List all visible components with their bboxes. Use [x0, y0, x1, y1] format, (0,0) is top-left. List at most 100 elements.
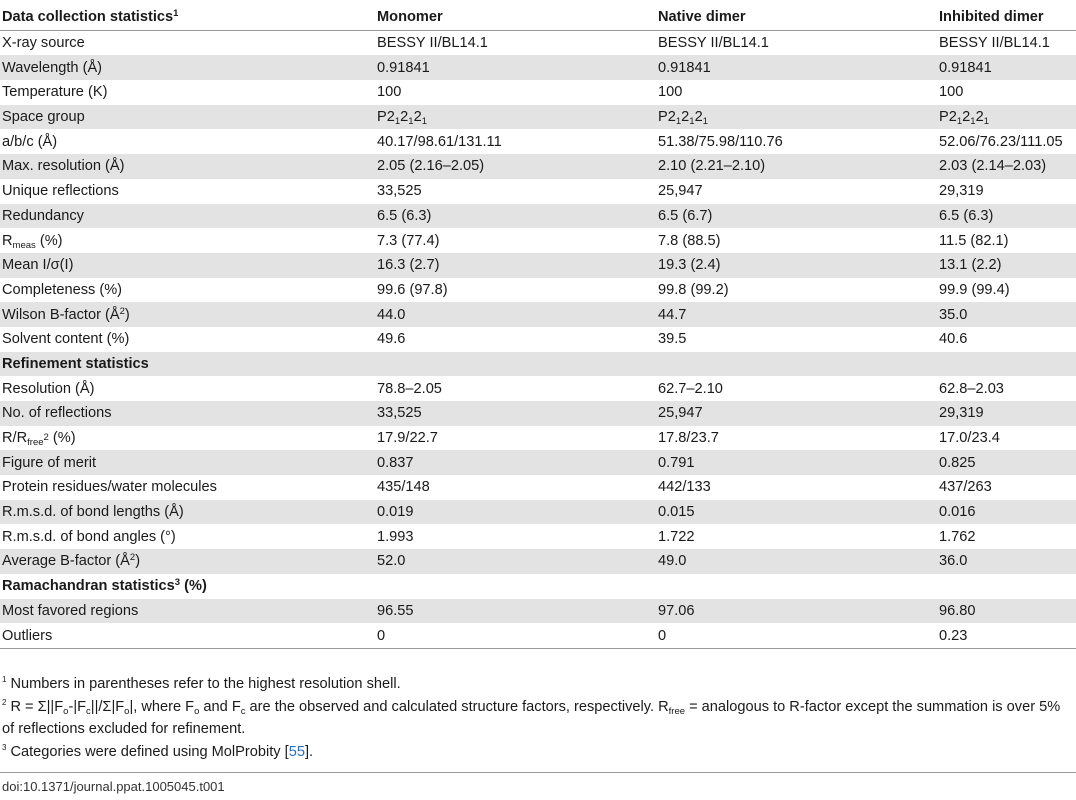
- section-row: Ramachandran statistics3 (%): [0, 574, 1076, 599]
- value-cell: 16.3 (2.7): [375, 252, 656, 278]
- value-cell: 36.0: [937, 549, 1076, 574]
- value-cell: 7.8 (88.5): [658, 232, 721, 249]
- row-label: Protein residues/water molecules: [2, 479, 217, 496]
- value-cell: 2.10 (2.21–2.10): [656, 154, 937, 179]
- value-cell: 51.38/75.98/110.76: [658, 133, 783, 150]
- value-cell: 0.019: [375, 499, 656, 525]
- row-label: Resolution (Å): [2, 380, 95, 397]
- empty-cell: [937, 351, 1076, 377]
- row-label: Figure of merit: [0, 450, 375, 476]
- value-cell: 96.55: [375, 598, 656, 624]
- value-cell: 100: [377, 84, 402, 101]
- table-row: No. of reflections 33,525 25,947 29,319: [0, 401, 1076, 426]
- value-cell: 1.722: [658, 528, 695, 545]
- section-row: Refinement statistics: [0, 351, 1076, 377]
- table-row: Completeness (%) 99.6 (97.8) 99.8 (99.2) 99…: [0, 278, 1076, 303]
- table-row: Resolution (Å) 78.8–2.05 62.7–2.10 62.8–2.0…: [0, 376, 1076, 401]
- value-cell: 437/263: [939, 479, 992, 496]
- value-cell: 17.8/23.7: [658, 430, 719, 447]
- table-row: Average B-factor (Å2) 52.0 49.0 36.0: [0, 549, 1076, 574]
- value-cell: 0.015: [656, 499, 937, 525]
- row-label: Wavelength (Å): [0, 55, 375, 81]
- row-label: R.m.s.d. of bond angles (°): [2, 528, 176, 545]
- empty-cell: [656, 574, 937, 599]
- row-label: Temperature (K): [2, 84, 108, 101]
- table-row: Protein residues/water molecules 435/148 4…: [0, 475, 1076, 500]
- value-cell: 29,319: [939, 183, 984, 200]
- value-cell: 0.837: [375, 450, 656, 476]
- value-cell: 0.016: [937, 499, 1076, 525]
- value-cell: BESSY II/BL14.1: [939, 35, 1050, 52]
- table-header-row: Data collection statistics1 Monomer Nati…: [0, 5, 1076, 31]
- table-row: Mean I/σ(I) 16.3 (2.7) 19.3 (2.4) 13.1 (2.2…: [0, 252, 1076, 278]
- row-label: Outliers: [0, 623, 375, 649]
- reference-link[interactable]: 55: [288, 743, 305, 760]
- table-row: Most favored regions 96.55 97.06 96.80: [0, 598, 1076, 624]
- empty-cell: [656, 351, 937, 377]
- table-row: Rmeas (%) 7.3 (77.4) 7.8 (88.5) 11.5 (82.1): [0, 228, 1076, 253]
- value-cell: 0.91841: [937, 55, 1076, 81]
- section-title: Refinement statistics: [0, 351, 375, 377]
- footnote-1: 1 Numbers in parentheses refer to the hig…: [2, 675, 401, 693]
- row-label: R.m.s.d. of bond lengths (Å): [0, 499, 375, 525]
- row-label: Wilson B-factor (Å2): [0, 302, 375, 327]
- row-label: Average B-factor (Å2): [0, 549, 375, 574]
- empty-cell: [375, 574, 656, 599]
- table-row: Redundancy 6.5 (6.3) 6.5 (6.7) 6.5 (6.3): [0, 203, 1076, 229]
- value-cell: 0.91841: [656, 55, 937, 81]
- value-cell: 44.0: [375, 302, 656, 327]
- statistics-table: Data collection statistics1 Monomer Nati…: [0, 5, 1076, 649]
- empty-cell: [937, 574, 1076, 599]
- value-cell: 33,525: [377, 183, 422, 200]
- table-row: Space group P212121 P212121 P212121: [0, 104, 1076, 130]
- row-label: Mean I/σ(I): [0, 252, 375, 278]
- value-cell: 11.5 (82.1): [939, 232, 1009, 249]
- value-cell: 0.825: [937, 450, 1076, 476]
- value-cell: BESSY II/BL14.1: [377, 35, 488, 52]
- value-cell: P212121: [937, 104, 1076, 130]
- value-cell: 49.0: [656, 549, 937, 574]
- table-row: R.m.s.d. of bond lengths (Å) 0.019 0.015 0.…: [0, 499, 1076, 525]
- value-cell: 25,947: [658, 183, 703, 200]
- row-label: X-ray source: [2, 35, 85, 52]
- doi-label: doi:10.1371/journal.ppat.1005045.t001: [2, 779, 225, 794]
- value-cell: 49.6: [377, 331, 406, 348]
- value-cell: 62.8–2.03: [939, 380, 1004, 397]
- value-cell: 40.6: [939, 331, 968, 348]
- row-label: Completeness (%): [2, 281, 123, 298]
- value-cell: 33,525: [375, 401, 656, 426]
- row-label: No. of reflections: [0, 401, 375, 426]
- table-row: Solvent content (%) 49.6 39.5 40.6: [0, 327, 1076, 352]
- footnotes: 1 Numbers in parentheses refer to the hig…: [0, 673, 1076, 763]
- value-cell: P212121: [656, 104, 937, 130]
- value-cell: 435/148: [377, 479, 430, 496]
- value-cell: 1.762: [939, 528, 976, 545]
- value-cell: 52.0: [375, 549, 656, 574]
- row-label: Redundancy: [0, 203, 375, 229]
- header-label: Data collection statistics1: [0, 5, 375, 31]
- header-native-dimer: Native dimer: [656, 5, 937, 31]
- table-row: R/Rfree2 (%) 17.9/22.7 17.8/23.7 17.0/23.4: [0, 426, 1076, 451]
- row-label: Most favored regions: [0, 598, 375, 624]
- header-monomer: Monomer: [375, 5, 656, 31]
- table-row: a/b/c (Å) 40.17/98.61/131.11 51.38/75.98/1…: [0, 129, 1076, 154]
- value-cell: 29,319: [937, 401, 1076, 426]
- row-label: Solvent content (%): [2, 331, 130, 348]
- empty-cell: [375, 351, 656, 377]
- value-cell: 0.791: [656, 450, 937, 476]
- row-label: R/Rfree2 (%): [2, 430, 76, 449]
- value-cell: 2.03 (2.14–2.03): [937, 154, 1076, 179]
- value-cell: 96.80: [937, 598, 1076, 624]
- footnote-3: 3 Categories were defined using MolProbit…: [2, 742, 314, 760]
- table-row: Max. resolution (Å) 2.05 (2.16–2.05) 2.10 …: [0, 154, 1076, 179]
- table-row: Wilson B-factor (Å2) 44.0 44.7 35.0: [0, 302, 1076, 327]
- value-cell: 19.3 (2.4): [656, 252, 937, 278]
- value-cell: 6.5 (6.3): [375, 203, 656, 229]
- value-cell: 99.6 (97.8): [377, 281, 448, 298]
- value-cell: 0: [656, 623, 937, 649]
- value-cell: 100: [658, 84, 683, 101]
- value-cell: 39.5: [658, 331, 687, 348]
- table-row: Wavelength (Å) 0.91841 0.91841 0.91841: [0, 55, 1076, 81]
- footnote-2-text: R = Σ||Fo-|Fc||/Σ|Fo|, where Fo and Fc a…: [2, 698, 1061, 738]
